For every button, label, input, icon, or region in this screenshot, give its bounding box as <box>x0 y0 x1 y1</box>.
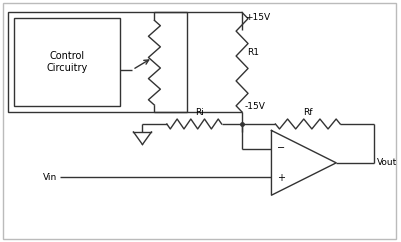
Text: R1: R1 <box>247 48 259 57</box>
Text: Control
Circuitry: Control Circuitry <box>46 52 87 73</box>
Text: Vout: Vout <box>377 158 397 167</box>
Text: +15V: +15V <box>245 13 270 23</box>
Text: +: + <box>277 173 286 183</box>
Text: -15V: -15V <box>245 102 266 111</box>
Text: −: − <box>277 143 286 153</box>
Text: Ri: Ri <box>195 108 204 117</box>
Text: Vin: Vin <box>43 173 57 182</box>
Text: Rf: Rf <box>303 108 312 117</box>
